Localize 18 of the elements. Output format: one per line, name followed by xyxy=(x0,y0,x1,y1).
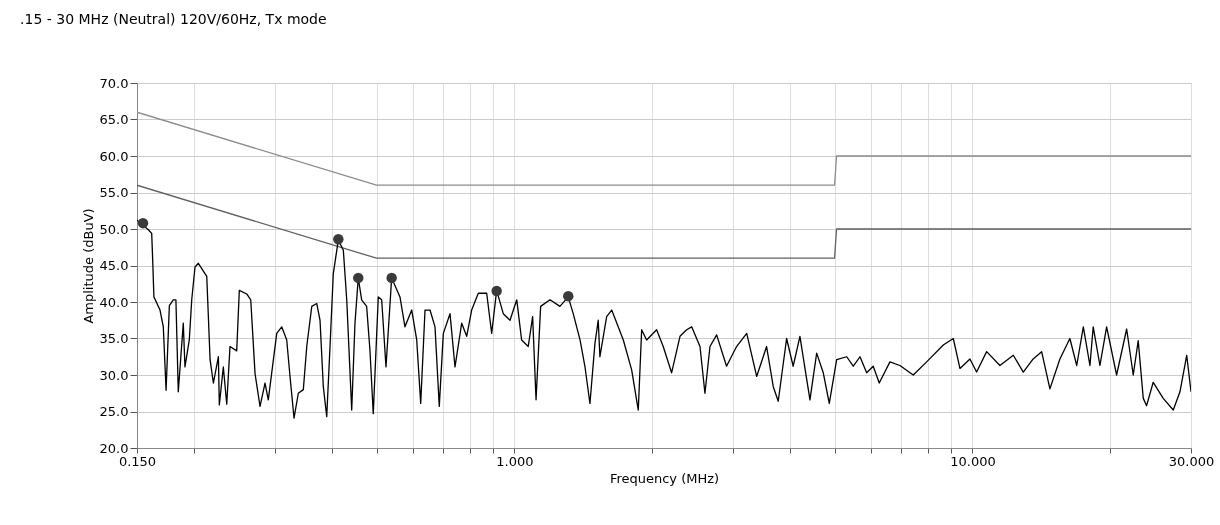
y-tick-label: 55.0 xyxy=(99,185,129,200)
x-tick-label: 10.000 xyxy=(950,453,996,469)
y-tick-label: 70.0 xyxy=(99,75,129,91)
y-tick-label: 60.0 xyxy=(99,148,129,164)
x-tick-label: 30.000 xyxy=(1168,453,1215,469)
chart-title: .15 - 30 MHz (Neutral) 120V/60Hz, Tx mode xyxy=(20,11,327,27)
y-tick-label: 25.0 xyxy=(99,404,129,419)
y-tick-label: 65.0 xyxy=(99,112,129,127)
x-axis-title: Frequency (MHz) xyxy=(609,470,720,486)
y-axis-title: Amplitude (dBuV) xyxy=(80,208,96,324)
y-tick-label: 30.0 xyxy=(99,367,129,383)
y-tick-label: 50.0 xyxy=(99,221,129,237)
y-tick-label: 35.0 xyxy=(99,331,129,346)
y-tick-label: 45.0 xyxy=(99,258,129,273)
x-tick-label: 1.000 xyxy=(496,453,534,469)
x-tick-label: 0.150 xyxy=(118,453,157,469)
y-tick-label: 20.0 xyxy=(99,440,129,456)
y-tick-label: 40.0 xyxy=(99,294,129,310)
